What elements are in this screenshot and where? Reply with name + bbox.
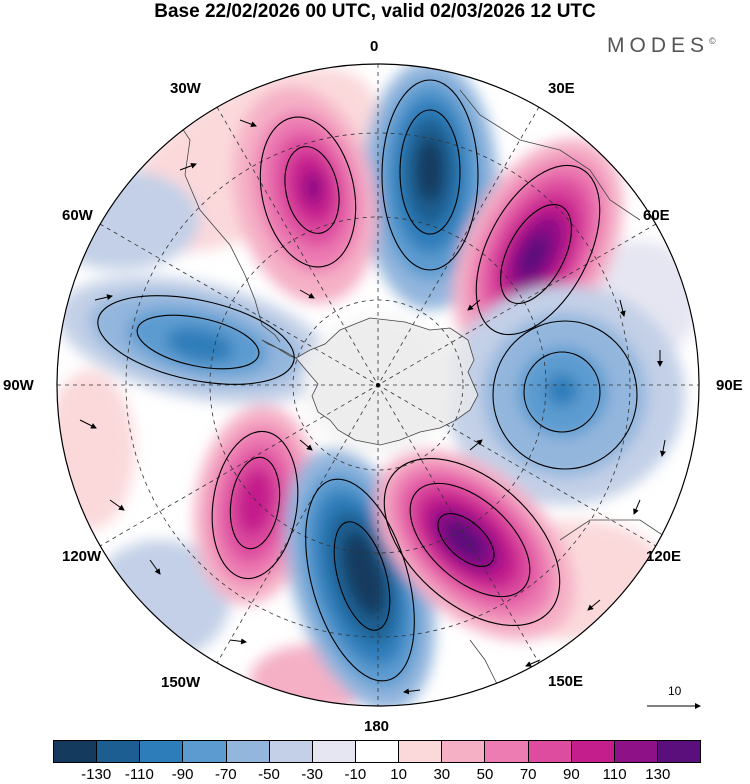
- colorbar-tick-label: 110: [602, 766, 627, 783]
- colorbar-tick-label: 10: [390, 766, 407, 783]
- colorbar-swatch: [54, 741, 98, 762]
- lon-label-0: 0: [370, 38, 379, 55]
- wind-vectors: [79, 119, 666, 695]
- colorbar-tick-label: -90: [171, 766, 194, 783]
- colorbar-tick-label: -130: [81, 766, 112, 783]
- wind-vector: [79, 419, 97, 429]
- colorbar-swatch: [355, 741, 400, 762]
- colorbar-swatch: [528, 741, 572, 762]
- streamlines: [97, 79, 638, 682]
- new-zealand-coast: [469, 639, 501, 691]
- polar-map: [56, 63, 701, 709]
- lon-label-30w: 30W: [170, 80, 201, 97]
- wind-vector: [299, 439, 313, 451]
- colorbar-swatch: [226, 741, 270, 762]
- colorbar-swatch: [269, 741, 313, 762]
- wind-vector: [149, 559, 161, 575]
- coastlines: [169, 89, 691, 691]
- antarctic-peninsula: [261, 339, 297, 359]
- lon-label-90w: 90W: [3, 377, 34, 394]
- colorbar-swatch: [97, 741, 141, 762]
- wind-vector: [467, 299, 481, 311]
- colorbar-tick-label: 30: [433, 766, 451, 783]
- lon-label-120w: 120W: [62, 548, 102, 565]
- wind-vector: [229, 638, 247, 645]
- colorbar-labels: -130 -110 -90 -70 -50 -30 -10 10 30 50 70 90 110 130: [0, 766, 750, 784]
- brand-mark: ©: [709, 36, 716, 46]
- lon-label-180: 180: [364, 718, 390, 735]
- wind-vector: [239, 119, 257, 128]
- colorbar-swatch: [442, 741, 486, 762]
- lon-label-120e: 120E: [646, 548, 682, 565]
- colorbar-tick-label: -30: [301, 766, 324, 783]
- colorbar-tick-label: 70: [519, 766, 537, 783]
- wind-vector: [619, 299, 626, 317]
- wind-vector: [659, 439, 666, 457]
- brand-name: MODES: [607, 34, 710, 57]
- colorbar-tick-label: 50: [476, 766, 494, 783]
- colorbar-swatch: [614, 741, 658, 762]
- lon-label-150e: 150E: [548, 673, 584, 690]
- colorbar-swatch: [183, 741, 227, 762]
- wind-vector: [109, 499, 125, 511]
- colorbar-swatch: [399, 741, 443, 762]
- wind-vector: [525, 659, 541, 667]
- colorbar: [53, 740, 701, 763]
- africa-coast: [459, 89, 641, 221]
- lon-label-90e: 90E: [716, 377, 743, 394]
- anomaly-field: [57, 64, 699, 706]
- colorbar-tick-label: -10: [344, 766, 367, 783]
- anomaly-pale-pink-west: [57, 370, 135, 530]
- wind-vector: [587, 599, 601, 611]
- colorbar-tick-label: -50: [258, 766, 280, 783]
- south-america-coast: [169, 109, 281, 343]
- lon-label-60w: 60W: [62, 207, 93, 224]
- colorbar-swatch: [485, 741, 529, 762]
- brand-logo: MODES©: [607, 34, 716, 58]
- lon-label-60e: 60E: [643, 207, 670, 224]
- wind-vector: [94, 294, 113, 301]
- map-boundary: [56, 63, 700, 707]
- reference-vector-label: 10: [668, 684, 682, 698]
- wind-vector: [299, 289, 315, 299]
- colorbar-tick-label: 130: [645, 766, 671, 783]
- wind-vector: [469, 439, 483, 451]
- antarctica-coast: [295, 317, 479, 446]
- colorbar-tick-label: 90: [563, 766, 580, 783]
- colorbar-tick-label: -110: [124, 766, 154, 783]
- colorbar-swatch: [571, 741, 615, 762]
- wind-vector: [179, 162, 197, 171]
- colorbar-swatch: [140, 741, 184, 762]
- colorbar-tick-label: -70: [214, 766, 237, 783]
- map-title: Base 22/02/2026 00 UTC, valid 02/03/2026…: [154, 1, 596, 22]
- colorbar-swatch: [312, 741, 356, 762]
- wind-vector: [403, 688, 421, 695]
- wind-vector: [633, 499, 641, 515]
- lon-label-150w: 150W: [161, 674, 201, 691]
- colorbar-swatch: [657, 741, 701, 762]
- lon-label-30e: 30E: [548, 80, 575, 97]
- south-pole-marker: [376, 383, 380, 387]
